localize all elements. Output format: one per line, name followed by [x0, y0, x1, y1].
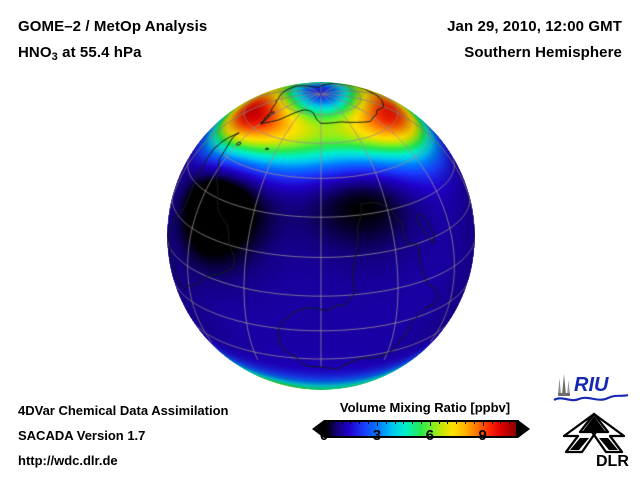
colorbar-minor-tick	[438, 420, 440, 424]
hemisphere-label: Southern Hemisphere	[464, 44, 622, 61]
species-formula-prefix: HNO	[18, 44, 52, 61]
colorbar-tick-label: 9	[478, 427, 487, 444]
colorbar-ticks	[324, 420, 519, 426]
colorbar-minor-tick	[491, 420, 493, 424]
colorbar-tick-label: 3	[372, 427, 382, 444]
colorbar-minor-tick	[473, 420, 475, 424]
colorbar-title: Volume Mixing Ratio [ppbv]	[339, 400, 511, 415]
instrument-title: GOME–2 / MetOp Analysis	[18, 18, 208, 35]
colorbar-minor-tick	[465, 420, 467, 424]
dlr-wordmark: DLR	[596, 453, 629, 468]
colorbar-major-tick	[376, 420, 378, 426]
dlr-logo: DLR	[562, 412, 629, 468]
datetime-label: Jan 29, 2010, 12:00 GMT	[447, 18, 622, 35]
colorbar-minor-tick	[359, 420, 361, 424]
riu-logo: RIU	[553, 374, 629, 402]
software-version-label: SACADA Version 1.7	[18, 428, 146, 443]
colorbar-major-tick	[324, 420, 325, 426]
colorbar-bar-row	[300, 419, 550, 441]
dlr-bird-icon	[562, 412, 626, 454]
species-formula-subscript: 3	[51, 51, 58, 63]
colorbar-minor-tick	[412, 420, 414, 424]
colorbar-minor-tick	[332, 420, 334, 424]
colorbar-gradient	[326, 422, 516, 436]
colorbar-minor-tick	[394, 420, 396, 424]
globe-canvas	[167, 82, 475, 390]
colorbar: Volume Mixing Ratio [ppbv] 0 3 6 9	[300, 400, 550, 472]
colorbar-tick-labels: 0 3 6 9	[300, 427, 550, 449]
riu-wave-icon	[553, 393, 629, 402]
colorbar-minor-tick	[421, 420, 422, 424]
species-pressure-level: at 55.4 hPa	[57, 44, 142, 61]
colorbar-tick-label: 0	[319, 427, 329, 444]
colorbar-major-tick	[482, 420, 484, 426]
data-centre-url[interactable]: http://wdc.dlr.de	[18, 453, 118, 468]
assimilation-method-label: 4DVar Chemical Data Assimilation	[18, 403, 229, 418]
colorbar-minor-tick	[509, 420, 511, 424]
colorbar-minor-tick	[500, 420, 502, 424]
colorbar-minor-tick	[341, 420, 343, 424]
colorbar-over-range-arrow-icon	[518, 420, 530, 438]
colorbar-under-range-arrow-icon	[312, 420, 324, 438]
colorbar-major-tick	[429, 420, 431, 426]
colorbar-minor-tick	[350, 420, 352, 424]
colorbar-minor-tick	[447, 420, 449, 424]
riu-wordmark: RIU	[574, 374, 609, 396]
dlr-bird-fill	[570, 416, 618, 450]
colorbar-tick-label: 6	[425, 427, 434, 444]
polar-projection-map	[167, 82, 475, 390]
colorbar-minor-tick	[403, 420, 405, 424]
riu-tower-icon	[558, 374, 570, 396]
species-title: HNO3 at 55.4 hPa	[18, 44, 142, 63]
colorbar-minor-tick	[518, 420, 519, 424]
colorbar-minor-tick	[385, 420, 387, 424]
colorbar-minor-tick	[368, 420, 370, 424]
colorbar-minor-tick	[456, 420, 458, 424]
